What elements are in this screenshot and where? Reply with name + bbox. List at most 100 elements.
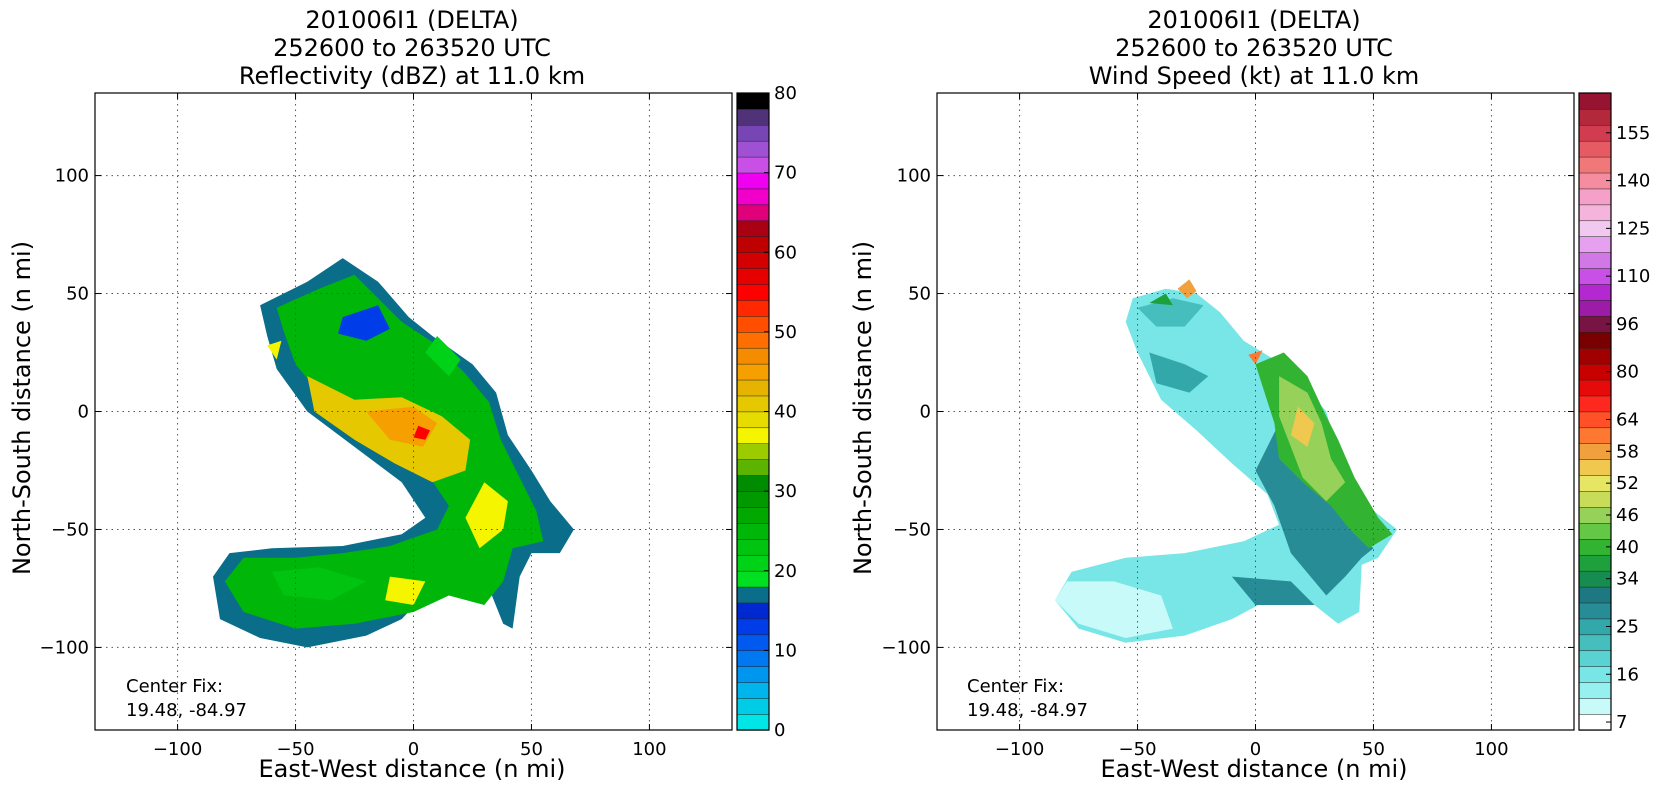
reflectivity-colorbar-swatch-9 — [736, 570, 770, 588]
reflectivity-colorbar-swatch-20 — [736, 395, 770, 413]
wind-speed-echo-region-8 — [1290, 406, 1315, 447]
reflectivity-title-line-1: 201006I1 (DELTA) — [305, 6, 518, 34]
reflectivity-colorbar-swatch-19 — [736, 411, 770, 429]
reflectivity-colorbar-swatch-5 — [736, 634, 770, 652]
wind-speed-y-tick-label-3: 50 — [908, 284, 931, 305]
wind-speed-title-line-3: Wind Speed (kt) at 11.0 km — [1089, 62, 1420, 90]
reflectivity-colorbar-tick-label-3: 30 — [774, 481, 797, 502]
reflectivity-y-tick-label-0: −100 — [40, 637, 89, 658]
wind-speed-x-tick-label-2: 0 — [1250, 739, 1261, 760]
reflectivity-colorbar-tick-label-0: 0 — [774, 720, 785, 741]
reflectivity-colorbar-swatch-35 — [736, 156, 770, 174]
wind-speed-colorbar-tick-label-0: 7 — [1616, 712, 1627, 733]
wind-speed-panel: 201006I1 (DELTA) 252600 to 263520 UTC Wi… — [849, 6, 1650, 783]
reflectivity-colorbar-swatch-2 — [736, 681, 770, 699]
wind-speed-echo-field — [1055, 279, 1398, 643]
reflectivity-echo-field — [213, 258, 574, 648]
wind-speed-colorbar-swatch-1 — [1578, 697, 1612, 715]
reflectivity-x-axis-label: East-West distance (n mi) — [258, 755, 565, 783]
reflectivity-y-tick-label-3: 50 — [66, 284, 89, 305]
wind-speed-colorbar-swatch-39 — [1578, 92, 1612, 110]
reflectivity-colorbar-swatch-39 — [736, 92, 770, 110]
wind-speed-colorbar-tick-label-10: 96 — [1616, 314, 1639, 335]
wind-speed-colorbar-swatch-30 — [1578, 236, 1612, 253]
reflectivity-echo-region-1 — [224, 274, 544, 629]
wind-speed-colorbar-swatch-27 — [1578, 283, 1612, 301]
wind-speed-echo-region-2 — [1137, 298, 1204, 327]
reflectivity-colorbar-swatch-22 — [736, 363, 770, 381]
reflectivity-colorbar-swatch-6 — [736, 618, 770, 636]
reflectivity-colorbar-tick-label-2: 20 — [774, 561, 797, 582]
reflectivity-center-fix-label: Center Fix: — [126, 676, 223, 697]
reflectivity-colorbar: 0 10 20 30 40 50 60 70 80 — [736, 83, 797, 741]
reflectivity-center-fix-value: 19.48, -84.97 — [126, 700, 247, 721]
wind-speed-colorbar-frame — [1578, 92, 1612, 731]
reflectivity-colorbar-swatch-33 — [736, 188, 770, 206]
wind-speed-colorbar-swatch-23 — [1578, 347, 1612, 365]
reflectivity-echo-region-3 — [425, 336, 461, 377]
reflectivity-colorbar-swatch-36 — [736, 140, 770, 158]
reflectivity-colorbar-swatch-10 — [736, 554, 770, 572]
wind-speed-x-tick-label-0: −100 — [995, 739, 1044, 760]
reflectivity-colorbar-swatch-15 — [736, 474, 770, 492]
reflectivity-echo-region-9 — [267, 340, 282, 360]
wind-speed-colorbar-tick-label-8: 64 — [1616, 409, 1639, 430]
reflectivity-colorbar-swatch-14 — [736, 490, 770, 508]
reflectivity-colorbar-swatch-8 — [736, 586, 770, 604]
reflectivity-colorbar-swatch-37 — [736, 124, 770, 142]
reflectivity-colorbar-swatch-18 — [736, 427, 770, 444]
reflectivity-echo-region-8 — [385, 576, 426, 605]
reflectivity-y-axis-label: North-South distance (n mi) — [8, 241, 36, 575]
wind-speed-y-tick-label-0: −100 — [882, 637, 931, 658]
reflectivity-colorbar-swatch-25 — [736, 315, 770, 333]
wind-speed-echo-region-3 — [1149, 352, 1209, 393]
reflectivity-colorbar-swatch-23 — [736, 347, 770, 365]
reflectivity-colorbar-swatch-1 — [736, 697, 770, 715]
wind-speed-colorbar-tick-label-7: 58 — [1616, 441, 1639, 462]
wind-speed-colorbar-swatch-18 — [1578, 427, 1612, 444]
wind-speed-colorbar-tick-label-1: 16 — [1616, 664, 1639, 685]
wind-speed-echo-region-5 — [1231, 576, 1315, 605]
reflectivity-colorbar-tick-label-6: 60 — [774, 242, 797, 263]
reflectivity-colorbar-swatch-28 — [736, 267, 770, 285]
reflectivity-colorbar-swatch-4 — [736, 650, 770, 667]
reflectivity-colorbar-swatch-0 — [736, 713, 770, 731]
reflectivity-y-tick-label-2: 0 — [78, 402, 89, 423]
wind-speed-colorbar-tick-label-6: 52 — [1616, 473, 1639, 494]
wind-speed-colorbar-swatch-29 — [1578, 252, 1612, 269]
reflectivity-colorbar-swatch-29 — [736, 252, 770, 269]
wind-speed-colorbar-tick-label-9: 80 — [1616, 362, 1639, 383]
reflectivity-colorbar-swatch-31 — [736, 220, 770, 237]
wind-speed-colorbar-swatch-21 — [1578, 379, 1612, 397]
wind-speed-title-line-1: 201006I1 (DELTA) — [1147, 6, 1360, 34]
wind-speed-colorbar-swatch-26 — [1578, 299, 1612, 317]
reflectivity-colorbar-swatch-13 — [736, 506, 770, 524]
wind-speed-colorbar-tick-label-2: 25 — [1616, 616, 1639, 637]
wind-speed-colorbar: 7 16 25 34 40 46 52 58 64 80 96 110 125 140 155 — [1578, 92, 1650, 733]
reflectivity-colorbar-swatch-27 — [736, 283, 770, 301]
reflectivity-echo-region-2 — [338, 305, 390, 341]
reflectivity-colorbar-swatch-26 — [736, 299, 770, 317]
reflectivity-colorbar-swatch-32 — [736, 204, 770, 222]
reflectivity-colorbar-tick-label-8: 80 — [774, 83, 797, 104]
reflectivity-colorbar-swatch-7 — [736, 602, 770, 620]
wind-speed-echo-region-4 — [1255, 423, 1374, 596]
wind-speed-y-tick-label-2: 0 — [920, 402, 931, 423]
reflectivity-x-tick-label-0: −100 — [153, 739, 202, 760]
wind-speed-colorbar-tick-label-12: 125 — [1616, 218, 1650, 239]
wind-speed-colorbar-swatch-32 — [1578, 204, 1612, 222]
wind-speed-y-tick-label-4: 100 — [897, 166, 931, 187]
wind-speed-title-line-2: 252600 to 263520 UTC — [1115, 34, 1393, 62]
wind-speed-colorbar-tick-label-13: 140 — [1616, 171, 1650, 192]
wind-speed-colorbar-swatch-5 — [1578, 634, 1612, 652]
reflectivity-colorbar-tick-label-5: 50 — [774, 322, 797, 343]
reflectivity-colorbar-tick-label-4: 40 — [774, 402, 797, 423]
wind-speed-center-fix-value: 19.48, -84.97 — [967, 700, 1088, 721]
reflectivity-colorbar-swatch-30 — [736, 236, 770, 253]
wind-speed-colorbar-swatch-8 — [1578, 586, 1612, 604]
wind-speed-colorbar-swatch-33 — [1578, 188, 1612, 206]
reflectivity-echo-region-10 — [413, 425, 430, 440]
wind-speed-y-axis-label: North-South distance (n mi) — [849, 241, 877, 575]
wind-speed-colorbar-tick-label-14: 155 — [1616, 123, 1650, 144]
wind-speed-colorbar-swatch-24 — [1578, 331, 1612, 349]
